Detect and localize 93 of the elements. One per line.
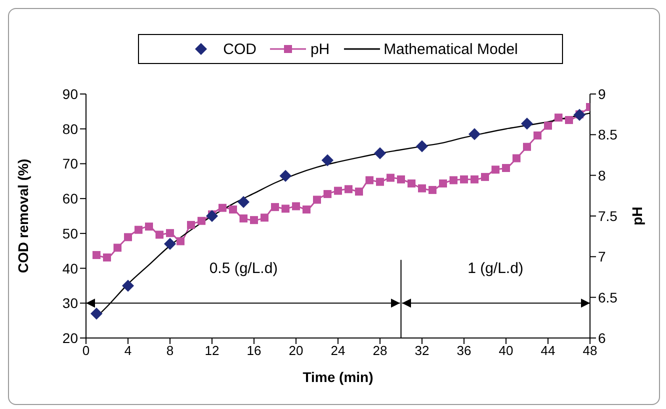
point: [229, 205, 237, 214]
x-tick-label: 28: [372, 343, 388, 358]
point: [418, 184, 426, 192]
point: [92, 251, 100, 260]
point: [280, 170, 292, 182]
point: [521, 118, 533, 130]
point: [574, 108, 586, 121]
point: [502, 164, 510, 172]
point: [324, 190, 332, 198]
point: [240, 214, 248, 222]
point: [90, 308, 102, 320]
point: [416, 140, 428, 152]
point: [344, 185, 352, 194]
point: [156, 230, 164, 239]
y-tick-label: 80: [62, 120, 78, 137]
point: [468, 128, 480, 140]
point: [114, 244, 122, 252]
point: [428, 186, 436, 194]
annotation: 1 (g/L.d): [468, 260, 524, 278]
point: [450, 176, 458, 184]
point: [492, 166, 500, 174]
point: [366, 176, 374, 184]
point: [313, 196, 321, 204]
point: [198, 216, 206, 225]
point: [238, 196, 250, 208]
point: [292, 202, 300, 210]
y-tick-label: 60: [62, 190, 78, 207]
point: [124, 233, 132, 242]
point: [512, 154, 520, 162]
point: [534, 131, 542, 140]
point: [176, 237, 184, 246]
x-tick-label: 20: [288, 343, 304, 358]
point: [145, 222, 153, 231]
legend-label: pH: [310, 40, 330, 58]
legend-label: COD: [223, 40, 256, 58]
point: [122, 280, 134, 292]
y2-axis-title: pH: [628, 206, 645, 226]
x-tick-label: 48: [582, 343, 598, 358]
x-axis-title: Time (min): [302, 369, 374, 385]
y2-tick-label: 6.5: [598, 289, 618, 306]
point: [166, 229, 174, 238]
point: [103, 253, 111, 262]
y2-tick-label: 7: [598, 248, 606, 265]
y2-tick-label: 7.5: [598, 208, 618, 224]
x-tick-label: 12: [204, 343, 220, 358]
point: [271, 203, 279, 212]
point: [460, 175, 468, 184]
x-tick-label: 0: [82, 343, 90, 358]
point: [408, 179, 416, 188]
x-tick-label: 32: [414, 343, 430, 358]
x-tick-label: 8: [166, 343, 174, 358]
y2-tick-label: 8: [598, 167, 606, 184]
x-tick-label: 36: [456, 343, 472, 358]
y-axis-title: COD removal (%): [14, 158, 31, 274]
point: [470, 175, 478, 184]
annotation: 0.5 (g/L.d): [209, 260, 278, 278]
point: [334, 186, 342, 195]
point: [206, 210, 218, 222]
point: [439, 179, 447, 188]
y-tick-label: 70: [62, 156, 78, 172]
legend-label: Mathematical Model: [384, 40, 518, 58]
point: [218, 204, 226, 212]
y-tick-label: 40: [62, 260, 78, 276]
point: [386, 174, 394, 182]
y-tick-label: 30: [62, 295, 78, 312]
point: [322, 154, 334, 166]
x-tick-label: 24: [330, 343, 346, 358]
point: [302, 205, 310, 214]
y2-tick-label: 9: [598, 86, 606, 102]
point: [554, 114, 562, 122]
point: [376, 178, 384, 186]
point: [355, 188, 363, 196]
x-tick-label: 40: [498, 343, 514, 358]
point: [134, 226, 142, 234]
y2-tick-label: 8.5: [598, 126, 618, 143]
point: [260, 214, 268, 222]
y2-tick-label: 6: [598, 330, 606, 346]
point: [544, 122, 552, 130]
point: [565, 116, 573, 124]
point: [374, 147, 386, 160]
point: [187, 220, 195, 229]
y-tick-label: 20: [62, 330, 78, 346]
point: [282, 204, 290, 213]
x-tick-label: 16: [246, 343, 262, 358]
x-tick-label: 44: [540, 343, 556, 358]
point: [481, 172, 489, 181]
x-tick-label: 4: [124, 343, 132, 358]
y-tick-label: 90: [62, 86, 78, 102]
point: [164, 238, 176, 250]
point: [523, 142, 531, 151]
point: [250, 216, 258, 224]
y-tick-label: 50: [62, 225, 78, 242]
point: [397, 175, 405, 184]
